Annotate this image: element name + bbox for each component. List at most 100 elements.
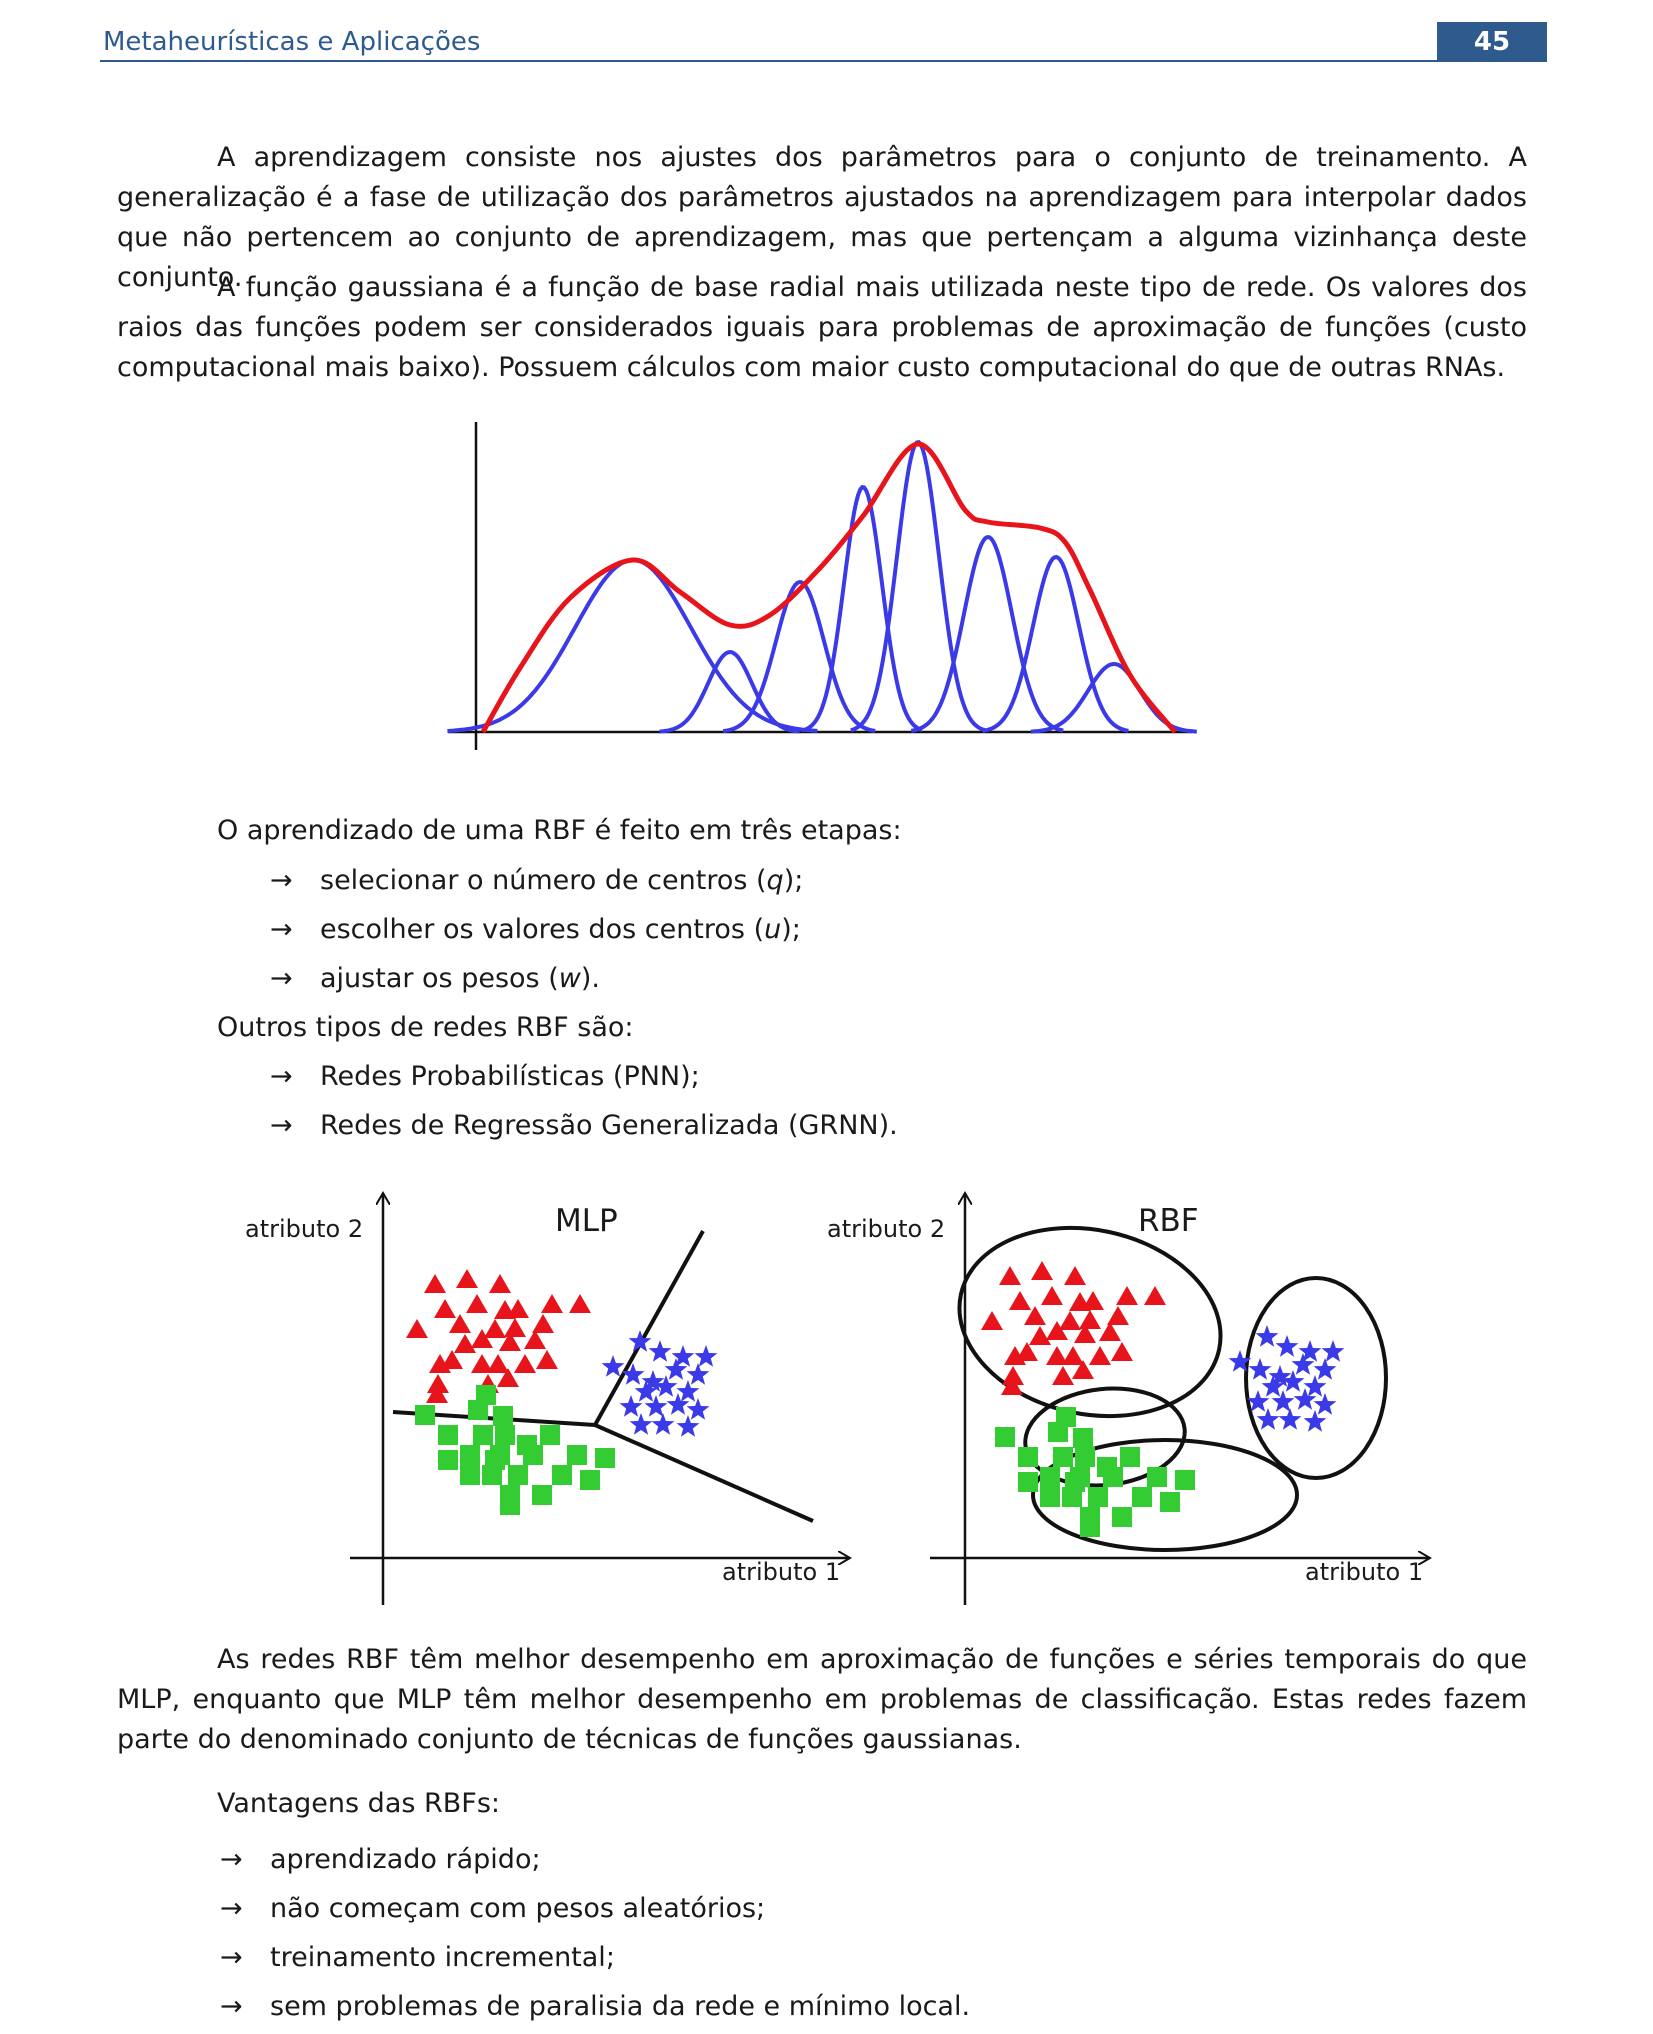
mlp-rbf-comparison-figure: atributo 2 atributo 1 MLP atributo 2 atr…: [245, 1185, 1460, 1605]
class-square-marker: [1160, 1492, 1180, 1512]
class-square-marker: [1103, 1467, 1123, 1487]
step-end: );: [783, 865, 804, 896]
class-square-marker: [508, 1465, 528, 1485]
class-star-marker: [654, 1375, 678, 1397]
step-item: → selecionar o número de centros (q);: [270, 861, 803, 901]
class-triangle-marker: [1062, 1346, 1084, 1365]
paragraph-gaussian: A função gaussiana é a função de base ra…: [117, 272, 1527, 383]
arrow-icon: →: [270, 914, 293, 945]
mlp-title: MLP: [555, 1203, 618, 1239]
class-triangle-marker: [1046, 1321, 1068, 1340]
class-star-marker: [1271, 1390, 1295, 1412]
class-triangle-marker: [424, 1274, 446, 1293]
class-star-marker: [1293, 1388, 1317, 1410]
class-triangle-marker: [1072, 1360, 1094, 1379]
class-star-marker: [1268, 1365, 1292, 1387]
class-triangle-marker: [1002, 1366, 1024, 1385]
class-star-marker: [686, 1363, 710, 1385]
class-star-marker: [651, 1413, 675, 1435]
class-triangle-marker: [466, 1294, 488, 1313]
class-star-marker: [1255, 1325, 1279, 1347]
class-star-marker: [1256, 1408, 1280, 1430]
class-square-marker: [580, 1470, 600, 1490]
advantage-text: não começam com pesos aleatórios;: [270, 1893, 766, 1924]
arrow-icon: →: [220, 1942, 243, 1973]
class-star-marker: [648, 1340, 672, 1362]
class-square-marker: [1040, 1487, 1060, 1507]
class-star-marker: [601, 1355, 625, 1377]
class-square-marker: [1175, 1470, 1195, 1490]
class-star-marker: [1313, 1358, 1337, 1380]
class-square-marker: [1080, 1517, 1100, 1537]
step-variable: q: [766, 865, 784, 896]
class-triangle-marker: [434, 1299, 456, 1318]
class-star-marker: [676, 1380, 700, 1402]
class-star-marker: [676, 1415, 700, 1437]
page-number-badge: 45: [1437, 22, 1547, 62]
rbf-y-label: atributo 2: [827, 1215, 945, 1243]
arrow-icon: →: [270, 1110, 293, 1141]
paragraph-comparison: As redes RBF têm melhor desempenho em ap…: [117, 1644, 1527, 1755]
class-star-marker: [644, 1395, 668, 1417]
class-triangle-marker: [489, 1274, 511, 1293]
class-square-marker: [1048, 1422, 1068, 1442]
class-star-marker: [634, 1380, 658, 1402]
class-triangle-marker: [1107, 1306, 1129, 1325]
class-star-marker: [671, 1345, 695, 1367]
class-star-marker: [1261, 1375, 1285, 1397]
class-triangle-marker: [456, 1269, 478, 1288]
header-rule: [100, 60, 1546, 62]
class-square-marker: [532, 1485, 552, 1505]
class-triangle-marker: [1052, 1366, 1074, 1385]
rbf-points: [981, 1261, 1345, 1537]
class-square-marker: [1120, 1447, 1140, 1467]
arrow-icon: →: [270, 963, 293, 994]
class-triangle-marker: [471, 1329, 493, 1348]
class-triangle-marker: [1099, 1322, 1121, 1341]
class-square-marker: [500, 1495, 520, 1515]
running-header-title: Metaheurísticas e Aplicações: [103, 27, 481, 57]
class-triangle-marker: [1144, 1286, 1166, 1305]
gaussian-basis-curve: [1030, 661, 1197, 734]
class-star-marker: [1275, 1335, 1299, 1357]
class-triangle-marker: [499, 1332, 521, 1351]
class-triangle-marker: [454, 1334, 476, 1353]
class-triangle-marker: [514, 1354, 536, 1373]
step-variable: u: [764, 914, 782, 945]
class-square-marker: [540, 1425, 560, 1445]
gaussian-basis-curve: [982, 554, 1129, 733]
class-square-marker: [482, 1465, 502, 1485]
class-star-marker: [1313, 1393, 1337, 1415]
arrow-icon: →: [270, 865, 293, 896]
step-text: ajustar os pesos (: [320, 963, 559, 994]
class-triangle-marker: [1029, 1326, 1051, 1345]
advantage-text: sem problemas de paralisia da rede e mín…: [270, 1991, 971, 2022]
rbf-panel: atributo 2 atributo 1 RBF: [827, 1193, 1430, 1605]
class-square-marker: [1040, 1467, 1060, 1487]
step-item: → ajustar os pesos (w).: [270, 959, 600, 999]
class-square-marker: [1112, 1507, 1132, 1527]
advantages-intro: Vantagens das RBFs:: [217, 1788, 500, 1819]
class-triangle-marker: [1079, 1310, 1101, 1329]
gaussian-basis-curve: [910, 535, 1064, 733]
steps-intro: O aprendizado de uma RBF é feito em três…: [217, 815, 902, 846]
class-square-marker: [460, 1445, 480, 1465]
class-triangle-marker: [406, 1319, 428, 1338]
class-square-marker: [523, 1445, 543, 1465]
advantage-item: → treinamento incremental;: [220, 1938, 615, 1978]
type-item: → Redes Probabilísticas (PNN);: [270, 1057, 700, 1097]
class-star-marker: [694, 1345, 718, 1367]
gaussian-basis-curve: [801, 485, 923, 733]
class-triangle-marker: [524, 1330, 546, 1349]
class-triangle-marker: [1064, 1266, 1086, 1285]
class-square-marker: [1132, 1487, 1152, 1507]
class-triangle-marker: [1111, 1342, 1133, 1361]
advantage-text: aprendizado rápido;: [270, 1844, 541, 1875]
type-text: Redes Probabilísticas (PNN);: [320, 1061, 700, 1092]
advantage-text: treinamento incremental;: [270, 1942, 615, 1973]
class-square-marker: [995, 1427, 1015, 1447]
class-square-marker: [1062, 1487, 1082, 1507]
class-square-marker: [595, 1448, 615, 1468]
mlp-points: [406, 1269, 718, 1515]
class-star-marker: [1303, 1375, 1327, 1397]
